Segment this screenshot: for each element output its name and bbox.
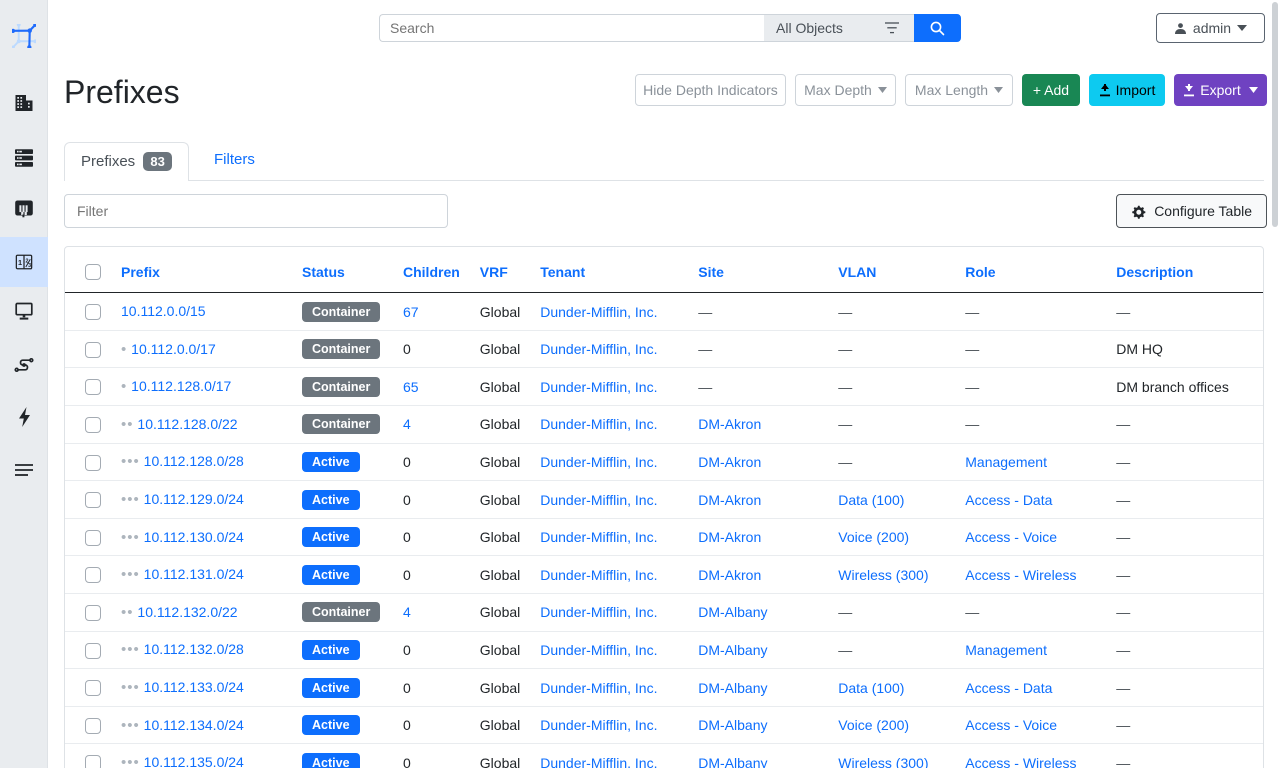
svg-text:3: 3 [28, 263, 31, 269]
svg-text:1: 1 [18, 258, 22, 267]
